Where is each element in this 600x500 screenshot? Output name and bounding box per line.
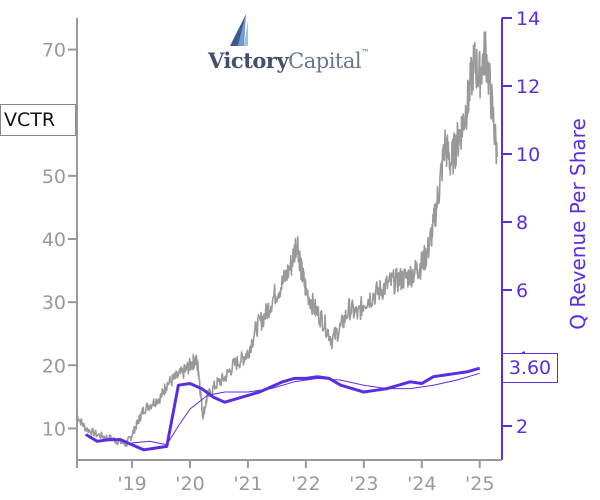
right-axis-title: Q Revenue Per Share	[566, 118, 590, 330]
x-tick-label: '25	[465, 473, 494, 495]
right-tick-label: 8	[516, 212, 528, 234]
price-series-line	[76, 31, 498, 448]
left-tick-label: 10	[42, 418, 66, 440]
last-value-label: 3.60	[502, 353, 558, 383]
x-tick-label: '24	[407, 473, 436, 495]
victory-capital-logo: VictoryCapital™	[208, 10, 388, 80]
right-tick-label: 12	[516, 76, 540, 98]
right-tick-label: 14	[516, 8, 540, 30]
plot-area	[76, 31, 498, 452]
right-tick-label: 10	[516, 144, 540, 166]
right-tick-label: 2	[516, 416, 528, 438]
x-axis: '19 '20 '21 '22 '23 '24 '25	[76, 459, 502, 495]
left-tick-label: 20	[42, 355, 66, 377]
logo-wordmark: VictoryCapital™	[208, 48, 369, 73]
x-tick-label: '19	[117, 473, 146, 495]
x-tick-label: '21	[233, 473, 262, 495]
ticker-label: VCTR	[0, 104, 76, 136]
right-tick-label: 6	[516, 280, 528, 302]
x-tick-label: '23	[349, 473, 378, 495]
x-tick-label: '22	[291, 473, 320, 495]
left-tick-label: 40	[42, 229, 66, 251]
logo-mark-icon	[230, 14, 248, 46]
left-tick-label: 70	[42, 40, 66, 62]
left-tick-label: 50	[42, 166, 66, 188]
x-tick-label: '20	[175, 473, 204, 495]
left-axis: 10203040506070	[42, 18, 78, 460]
revenue-series-line	[84, 366, 481, 452]
left-tick-label: 30	[42, 292, 66, 314]
right-axis: 2468101214Q Revenue Per Share	[501, 8, 590, 460]
revenue-trend-line	[131, 372, 480, 446]
